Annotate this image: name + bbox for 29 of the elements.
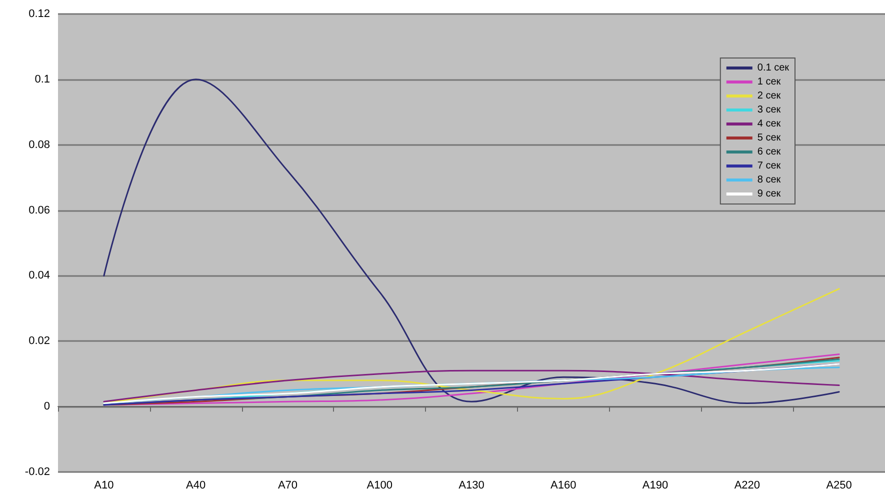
x-tick-label: A70 <box>278 480 298 491</box>
y-tick-label: 0.06 <box>28 204 50 216</box>
legend-label: 6 сек <box>757 146 782 158</box>
y-tick-label: -0.02 <box>24 466 50 478</box>
x-tick-label: A40 <box>186 480 206 491</box>
legend-label: 7 сек <box>757 160 782 172</box>
legend-label: 9 сек <box>757 188 782 200</box>
x-tick-label: A220 <box>734 480 760 491</box>
y-tick-label: 0.08 <box>28 138 50 151</box>
legend-label: 8 сек <box>757 174 782 186</box>
x-tick-label: A160 <box>550 480 576 491</box>
legend-label: 5 сек <box>757 132 782 144</box>
legend-label: 4 сек <box>757 118 782 130</box>
x-tick-label: A190 <box>642 480 668 491</box>
y-tick-label: 0 <box>44 400 50 413</box>
legend-label: 2 сек <box>757 90 782 102</box>
line-series <box>103 288 840 404</box>
y-tick-label: 0.04 <box>28 270 50 282</box>
x-tick-label: A130 <box>458 480 484 491</box>
y-tick-label: 0.02 <box>28 335 50 348</box>
x-tick-label: A100 <box>366 480 392 491</box>
line-series <box>103 78 840 404</box>
x-tick-label: A250 <box>826 480 852 491</box>
x-tick-label: A10 <box>94 480 114 491</box>
y-tick-label: 0.1 <box>34 73 50 86</box>
legend-label: 3 сек <box>757 104 782 116</box>
legend-label: 0.1 сек <box>757 62 790 74</box>
y-tick-label: 0.12 <box>28 8 50 20</box>
legend-label: 1 сек <box>757 76 782 88</box>
